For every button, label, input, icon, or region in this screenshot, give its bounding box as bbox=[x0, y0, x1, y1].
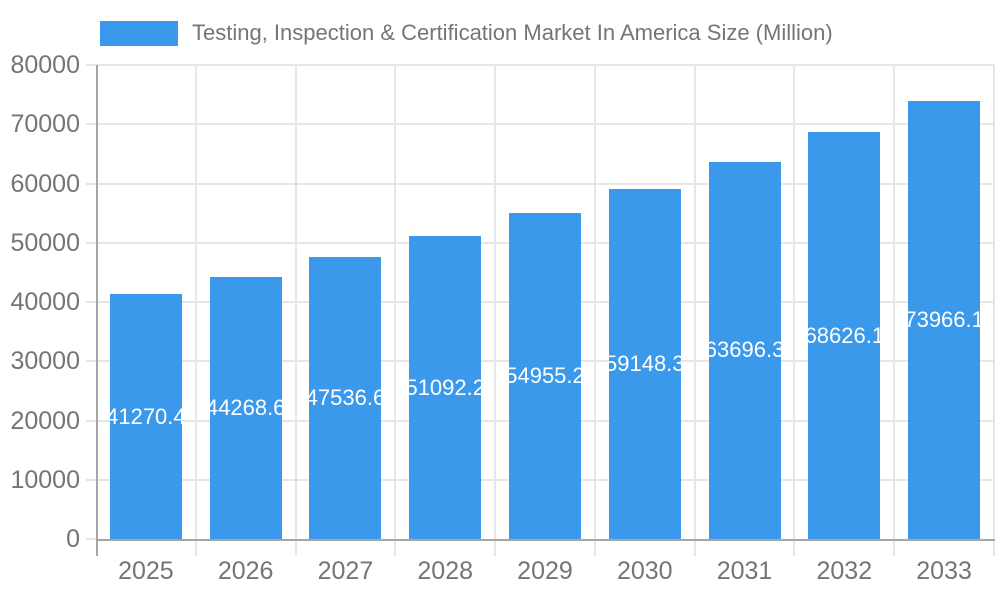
gridline-y-70000 bbox=[86, 123, 994, 126]
bar-value-label-2030: 59148.3 bbox=[608, 350, 681, 376]
gridline-x-boundary-1 bbox=[194, 65, 197, 556]
bar-value-label-2032: 68626.1 bbox=[808, 322, 881, 348]
bar-2029[interactable]: 54955.2 bbox=[509, 213, 581, 539]
y-axis-line bbox=[96, 65, 98, 556]
bar-value-label-2025: 41270.4 bbox=[109, 403, 182, 429]
y-tick-label-80000: 80000 bbox=[10, 51, 80, 79]
bar-2032[interactable]: 68626.1 bbox=[808, 132, 881, 539]
y-tick-label-50000: 50000 bbox=[10, 228, 80, 257]
y-tick-label-40000: 40000 bbox=[10, 288, 80, 316]
bar-value-label-2027: 47536.6 bbox=[309, 385, 382, 411]
gridline-x-boundary-6 bbox=[693, 65, 696, 556]
gridline-y-60000 bbox=[86, 182, 994, 185]
y-tick-0 bbox=[86, 538, 96, 540]
y-tick-label-0: 0 bbox=[66, 525, 80, 553]
x-tick-label-2025: 2025 bbox=[118, 557, 174, 585]
x-tick-label-2033: 2033 bbox=[916, 557, 972, 585]
bar-value-label-2028: 51092.2 bbox=[409, 374, 482, 400]
y-tick-label-60000: 60000 bbox=[10, 169, 80, 198]
gridline-y-80000 bbox=[86, 64, 994, 66]
bar-2026[interactable]: 44268.6 bbox=[209, 276, 282, 539]
bar-2027[interactable]: 47536.6 bbox=[309, 257, 382, 539]
y-tick-label-30000: 30000 bbox=[10, 347, 80, 376]
x-tick-label-2031: 2031 bbox=[716, 557, 773, 585]
legend-swatch-icon bbox=[100, 20, 178, 46]
bar-2028[interactable]: 51092.2 bbox=[409, 236, 482, 539]
gridline-x-boundary-2 bbox=[294, 65, 297, 556]
bar-2030[interactable]: 59148.3 bbox=[608, 188, 681, 539]
x-tick-label-2028: 2028 bbox=[417, 557, 474, 585]
y-tick-label-10000: 10000 bbox=[10, 465, 80, 494]
bar-2033[interactable]: 73966.1 bbox=[908, 100, 981, 539]
x-tick-label-2027: 2027 bbox=[317, 557, 374, 585]
y-tick-label-70000: 70000 bbox=[10, 110, 80, 139]
x-tick-label-2029: 2029 bbox=[517, 557, 573, 585]
chart-legend[interactable]: Testing, Inspection & Certification Mark… bbox=[100, 20, 833, 46]
gridline-x-boundary-7 bbox=[793, 65, 796, 556]
bar-value-label-2026: 44268.6 bbox=[209, 394, 282, 420]
bar-2025[interactable]: 41270.4 bbox=[109, 294, 182, 539]
y-tick-label-20000: 20000 bbox=[10, 406, 80, 435]
x-tick-label-2026: 2026 bbox=[217, 557, 274, 585]
legend-label: Testing, Inspection & Certification Mark… bbox=[192, 20, 833, 45]
gridline-x-boundary-8 bbox=[893, 65, 896, 556]
gridline-x-boundary-9 bbox=[993, 65, 995, 556]
x-tick-label-2032: 2032 bbox=[816, 557, 873, 585]
x-axis-line bbox=[96, 539, 995, 541]
gridline-x-boundary-4 bbox=[494, 65, 497, 556]
gridline-x-boundary-3 bbox=[394, 65, 397, 556]
gridline-x-boundary-5 bbox=[593, 65, 596, 556]
bar-2031[interactable]: 63696.3 bbox=[708, 161, 781, 539]
bar-value-label-2029: 54955.2 bbox=[509, 363, 581, 389]
x-tick-label-2030: 2030 bbox=[616, 557, 673, 585]
bar-value-label-2033: 73966.1 bbox=[908, 306, 981, 332]
bar-value-label-2031: 63696.3 bbox=[708, 337, 781, 363]
